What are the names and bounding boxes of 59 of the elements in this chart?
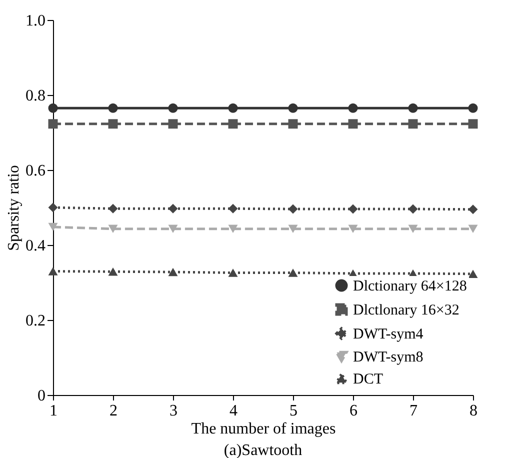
point (108, 119, 118, 129)
y-tick-label: 0 (38, 388, 46, 404)
point (48, 103, 58, 113)
x-tick-label: 5 (290, 402, 298, 420)
point (228, 224, 238, 233)
y-tick-label: 0.2 (26, 312, 46, 330)
point (48, 267, 58, 276)
point (288, 119, 298, 129)
point (408, 119, 418, 129)
point (348, 224, 358, 233)
y-axis-title: Sparsity ratio (6, 165, 22, 251)
x-axis-title: The number of images (191, 420, 336, 438)
point (108, 103, 118, 113)
x-tick-label: 7 (410, 402, 418, 420)
legend-label: DWT-sym8 (353, 350, 424, 366)
point (408, 103, 418, 113)
x-tick-label: 4 (230, 402, 238, 420)
point (108, 268, 118, 276)
y-tick-label: 0.6 (26, 162, 46, 180)
point (228, 119, 238, 129)
y-tick-label: 0.8 (26, 88, 46, 104)
point (108, 204, 118, 214)
legend-label: Dlctionary 64×128 (353, 278, 467, 294)
point (288, 268, 298, 277)
point (408, 224, 418, 233)
point (168, 103, 178, 113)
y-tick-label: 1.0 (26, 12, 46, 30)
legend-label: DCT (353, 372, 383, 388)
point (348, 119, 358, 129)
point (288, 204, 298, 214)
point (468, 204, 478, 214)
x-tick-label: 3 (170, 402, 178, 420)
point (108, 224, 118, 233)
point (168, 119, 178, 129)
point (468, 103, 478, 113)
point (48, 222, 58, 232)
point (408, 204, 418, 214)
x-tick-label: 2 (110, 402, 118, 420)
point (228, 204, 238, 214)
point (228, 103, 238, 113)
point (168, 204, 178, 214)
x-tick-label: 8 (470, 402, 478, 420)
point (348, 204, 358, 214)
x-tick-label: 1 (50, 402, 58, 420)
point (468, 119, 478, 129)
legend-label: DWT-sym4 (353, 326, 424, 342)
x-tick-label: 6 (350, 402, 358, 420)
point (48, 119, 58, 129)
point (288, 103, 298, 113)
point (468, 224, 478, 233)
point (288, 224, 298, 233)
point (168, 224, 178, 233)
point (168, 268, 178, 276)
point (348, 103, 358, 113)
legend-label: Dlctlonary 16×32 (353, 302, 460, 318)
point (48, 202, 58, 212)
point (468, 270, 478, 278)
point (228, 268, 238, 277)
y-tick-label: 0.4 (26, 238, 46, 254)
